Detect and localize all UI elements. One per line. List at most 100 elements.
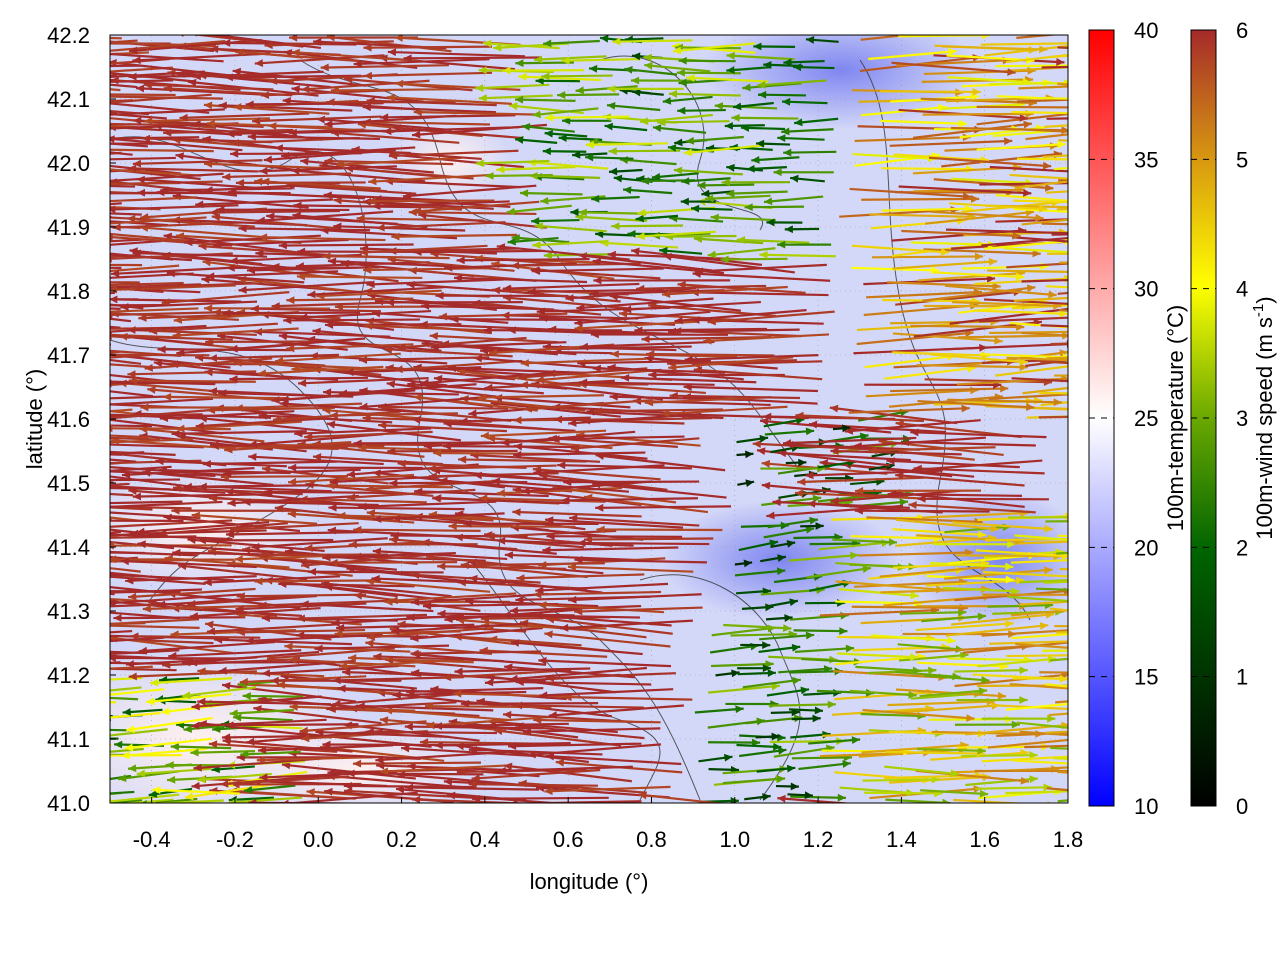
wind-arrow-head	[10, 278, 18, 286]
wind-arrow-head	[1074, 682, 1082, 690]
wind-arrow-shaft	[923, 114, 1034, 115]
wind-arrow-head	[53, 190, 61, 198]
wind-arrow-head	[1125, 735, 1133, 743]
wind-arrow-head	[14, 261, 22, 269]
wind-arrow-shaft	[413, 251, 545, 252]
wind-arrow-shaft	[353, 763, 481, 764]
wind-arrow-head	[91, 752, 99, 760]
wind-arrow-head	[1127, 758, 1135, 766]
wind-arrow-head	[1, 564, 9, 572]
wind-arrow	[0, 577, 115, 595]
wind-arrow-shaft	[611, 226, 683, 227]
wind-arrow-head	[95, 350, 103, 358]
wind-arrow-shaft	[977, 107, 1096, 108]
wind-arrow-head	[4, 485, 12, 493]
wind-arrow-head	[51, 329, 59, 337]
wind-arrow-shaft	[0, 203, 122, 213]
wind-arrow	[0, 622, 99, 636]
wind-arrow-head	[98, 801, 106, 809]
wind-arrow-head	[4, 173, 12, 181]
wind-arrow-head	[97, 449, 105, 457]
wind-arrow-head	[21, 539, 29, 547]
wind-arrow-shaft	[0, 760, 105, 775]
wind-arrow-head	[90, 111, 98, 119]
wind-arrow-head	[46, 71, 54, 79]
wind-arrow-head	[104, 332, 112, 340]
wind-arrow-head	[1180, 229, 1188, 237]
wind-arrow-head	[1130, 94, 1138, 102]
wind-arrow-head	[75, 571, 83, 579]
wind-arrow-head	[74, 329, 82, 337]
wind-arrow-head	[1155, 372, 1163, 380]
wind-arrow-head	[40, 79, 48, 87]
wind-arrow-shaft	[32, 702, 116, 704]
wind-arrow-head	[34, 201, 42, 209]
wind-arrow-shaft	[863, 779, 940, 780]
wind-arrow-head	[68, 75, 76, 83]
wind-arrow-shaft	[0, 463, 120, 471]
wind-arrow-head	[1115, 595, 1123, 603]
wind-arrow-head	[41, 244, 49, 252]
wind-arrow-head	[89, 113, 97, 121]
wind-arrow-shaft	[731, 118, 798, 119]
wind-arrow-shaft	[80, 355, 209, 356]
wind-arrow	[1059, 310, 1174, 323]
wind-arrow-head	[1119, 411, 1127, 419]
wind-arrow-shaft	[0, 504, 103, 511]
wind-arrow-head	[33, 356, 41, 364]
wind-arrow-head	[84, 635, 92, 643]
wind-arrow-head	[27, 642, 35, 650]
wind-arrow-shaft	[769, 704, 836, 705]
wind-arrow-head	[46, 500, 54, 508]
wind-arrow-shaft	[577, 543, 709, 544]
wind-arrow-head	[66, 440, 74, 448]
wind-arrow-head	[95, 632, 103, 640]
wind-arrow-head	[0, 159, 4, 167]
wind-arrow-head	[28, 278, 36, 286]
wind-arrow-shaft	[855, 511, 990, 512]
wind-arrow-head	[74, 712, 82, 720]
wind-arrow-head	[0, 596, 6, 604]
wind-arrow-shaft	[243, 696, 304, 697]
wind-arrow-head	[8, 206, 16, 214]
wind-arrow-head	[704, 808, 712, 816]
wind-arrow-head	[35, 213, 43, 221]
wind-arrow-head	[1072, 573, 1080, 581]
wind-arrow-head	[1148, 626, 1156, 634]
wind-arrow	[0, 314, 120, 328]
wind-arrow-head	[0, 486, 8, 494]
wind-arrow-head	[45, 586, 53, 594]
wind-arrow-shaft	[254, 580, 381, 581]
wind-arrow-head	[95, 415, 103, 423]
wind-arrow-shaft	[677, 73, 741, 74]
wind-arrow-shaft	[0, 370, 110, 371]
wind-arrow	[0, 585, 118, 600]
wind-arrow-head	[72, 460, 80, 468]
wind-arrow-head	[1130, 390, 1138, 398]
wind-arrow-head	[1075, 96, 1083, 104]
wind-arrow-head	[1127, 335, 1135, 343]
wind-arrow-head	[93, 482, 101, 490]
wind-arrow-shaft	[520, 193, 583, 194]
wind-arrow-shaft	[264, 492, 396, 493]
wind-arrow-head	[0, 585, 2, 593]
wind-arrow-head	[1174, 280, 1182, 288]
wind-arrow-head	[4, 325, 12, 333]
wind-arrow-head	[1169, 61, 1177, 69]
wind-arrow-head	[11, 645, 19, 653]
wind-arrow	[0, 264, 121, 272]
wind-arrow	[1058, 280, 1182, 294]
wind-arrow-head	[1160, 775, 1168, 783]
wind-arrow-head	[1161, 258, 1169, 266]
wind-arrow-head	[1128, 131, 1136, 139]
wind-arrow-head	[62, 135, 70, 143]
wind-arrow-head	[1149, 704, 1157, 712]
wind-arrow-shaft	[861, 199, 979, 200]
wind-arrow-head	[32, 562, 40, 570]
wind-arrow-shaft	[14, 264, 142, 265]
wind-arrow-head	[1131, 392, 1139, 400]
wind-arrow	[0, 582, 101, 591]
wind-arrow-head	[59, 248, 67, 256]
wind-arrow-head	[1144, 724, 1152, 732]
wind-arrow-shaft	[595, 506, 731, 507]
